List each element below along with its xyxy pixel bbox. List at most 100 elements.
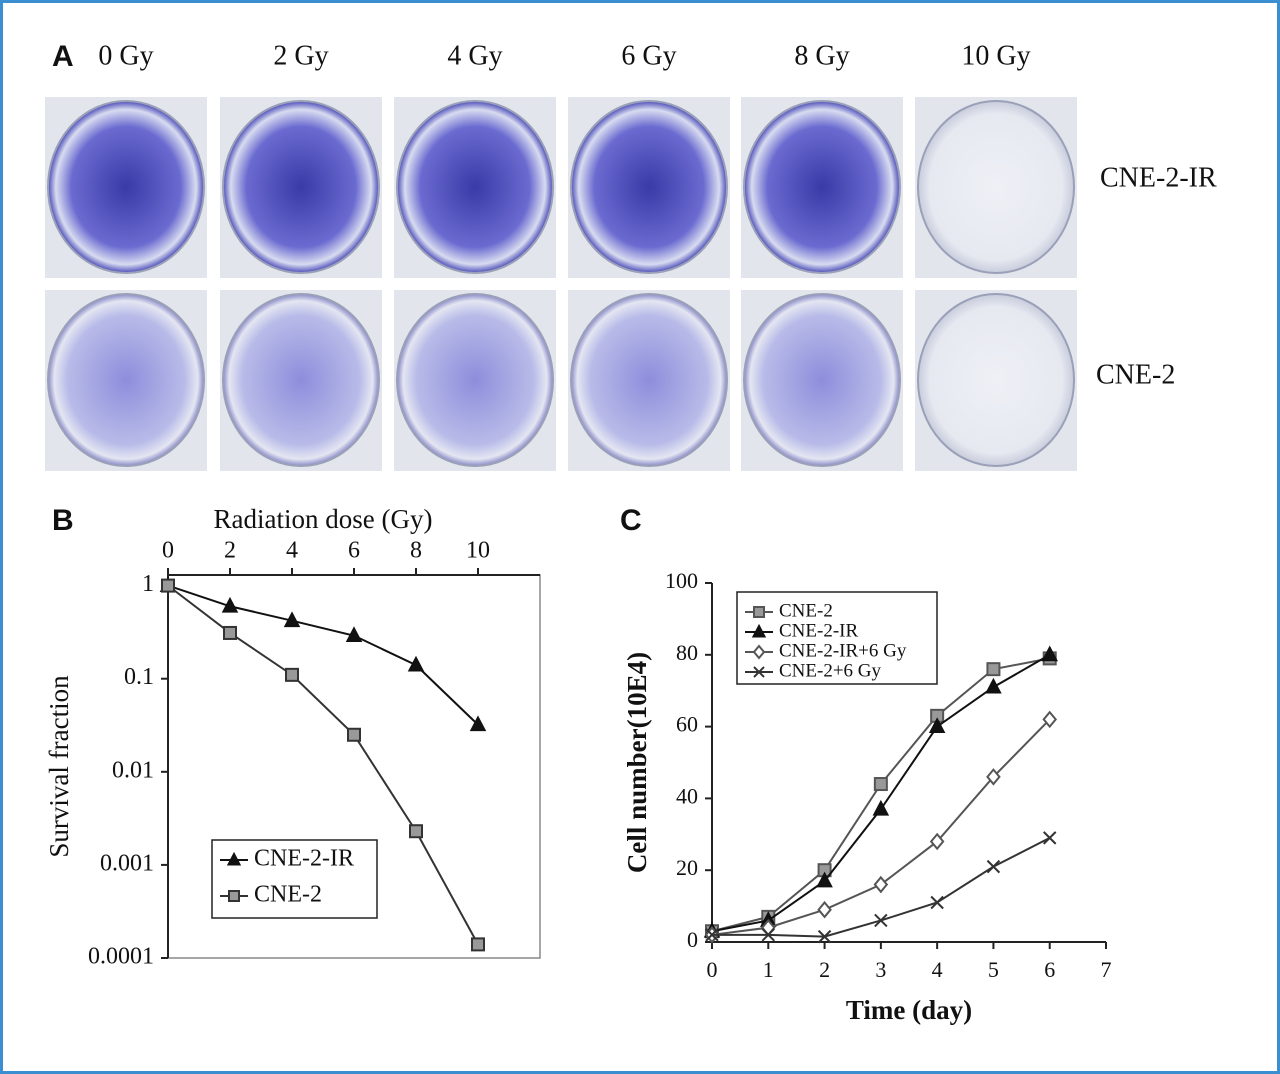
dish xyxy=(743,293,901,467)
marker xyxy=(469,715,487,732)
dose-label: 8 Gy xyxy=(794,40,849,71)
x-tick-label: 2 xyxy=(819,957,830,982)
legend-label: CNE-2+6 Gy xyxy=(779,660,882,681)
marker xyxy=(930,895,944,910)
legend-label: CNE-2-IR xyxy=(254,846,354,872)
x-axis-label: Radiation dose (Gy) xyxy=(214,504,433,534)
row-label: CNE-2 xyxy=(1096,359,1175,390)
x-tick-label: 4 xyxy=(286,538,298,564)
marker xyxy=(928,717,946,733)
x-tick-label: 5 xyxy=(988,957,999,982)
dish xyxy=(396,293,554,467)
y-tick-label: 40 xyxy=(676,783,698,808)
x-tick-label: 8 xyxy=(410,538,422,564)
dish xyxy=(917,100,1075,274)
series-line xyxy=(711,718,1051,936)
dose-label: 4 Gy xyxy=(447,40,502,71)
marker xyxy=(161,578,175,593)
marker xyxy=(986,768,1001,786)
marker xyxy=(817,900,832,919)
dose-label: 6 Gy xyxy=(621,40,676,71)
dish xyxy=(917,293,1075,467)
marker xyxy=(471,937,485,952)
marker xyxy=(873,875,889,894)
marker xyxy=(873,777,888,792)
legend-marker xyxy=(228,890,240,902)
marker xyxy=(985,677,1002,694)
dish xyxy=(743,100,901,274)
marker xyxy=(409,824,423,839)
x-tick-label: 0 xyxy=(707,957,718,982)
marker xyxy=(872,799,890,816)
y-tick-label: 0.001 xyxy=(100,850,154,876)
legend-label: CNE-2 xyxy=(254,882,322,908)
marker xyxy=(705,928,719,942)
series-line xyxy=(167,584,479,945)
y-tick-label: 0.0001 xyxy=(88,944,154,970)
marker xyxy=(221,596,239,613)
y-tick-label: 0.01 xyxy=(112,757,154,783)
y-axis-label: Cell number(10E4) xyxy=(622,652,652,873)
y-tick-label: 20 xyxy=(676,855,698,880)
y-tick-label: 80 xyxy=(676,640,698,665)
x-axis-label: Time (day) xyxy=(846,995,972,1025)
legend xyxy=(211,839,378,919)
dish xyxy=(47,100,205,274)
y-tick-label: 0.1 xyxy=(124,664,154,690)
dose-label: 2 Gy xyxy=(273,40,328,71)
dish xyxy=(222,293,380,467)
x-tick-label: 7 xyxy=(1101,957,1112,982)
row-label: CNE-2-IR xyxy=(1100,162,1217,193)
legend-label: CNE-2-IR xyxy=(779,620,858,641)
marker xyxy=(986,859,1001,874)
dose-label: 10 Gy xyxy=(961,40,1030,71)
marker xyxy=(1042,710,1058,729)
legend xyxy=(736,591,938,685)
marker xyxy=(817,929,832,944)
x-tick-label: 0 xyxy=(162,538,174,564)
marker xyxy=(345,626,363,643)
marker xyxy=(986,662,1001,677)
legend-marker xyxy=(753,606,765,618)
marker xyxy=(1041,645,1058,662)
legend-label: CNE-2 xyxy=(779,600,833,621)
marker xyxy=(285,667,299,682)
dish xyxy=(396,100,554,274)
marker xyxy=(283,611,301,628)
dish xyxy=(222,100,380,274)
x-tick-label: 4 xyxy=(932,957,943,982)
x-tick-label: 6 xyxy=(1044,957,1055,982)
x-tick-label: 2 xyxy=(224,538,236,564)
marker xyxy=(816,871,833,888)
legend-marker xyxy=(752,644,766,660)
legend-marker xyxy=(751,623,767,638)
y-tick-label: 0 xyxy=(687,927,698,952)
marker xyxy=(223,625,237,640)
y-tick-label: 1 xyxy=(142,571,154,597)
dose-label: 0 Gy xyxy=(98,40,153,71)
dish xyxy=(570,293,728,467)
legend-marker xyxy=(226,851,242,866)
y-tick-label: 100 xyxy=(665,568,698,593)
dish xyxy=(570,100,728,274)
y-tick-label: 60 xyxy=(676,712,698,737)
marker xyxy=(407,655,425,672)
panel-label: B xyxy=(52,504,74,537)
marker xyxy=(1043,831,1057,845)
marker xyxy=(347,727,361,742)
x-tick-label: 1 xyxy=(763,957,774,982)
dish xyxy=(47,293,205,467)
marker xyxy=(874,913,888,928)
x-tick-label: 6 xyxy=(348,538,360,564)
panel-label: A xyxy=(52,40,74,73)
x-tick-label: 10 xyxy=(466,538,490,564)
panel-label: C xyxy=(620,504,642,537)
legend-marker xyxy=(753,666,765,678)
marker xyxy=(929,832,945,851)
series-line xyxy=(167,584,479,726)
y-axis-label: Survival fraction xyxy=(44,675,74,858)
marker xyxy=(761,928,775,942)
